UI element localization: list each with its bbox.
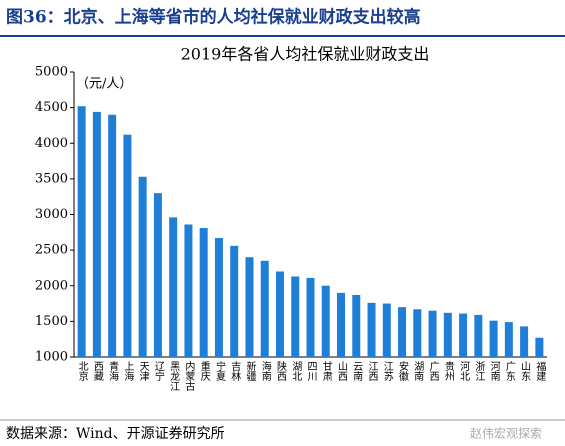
- bar: [230, 245, 239, 357]
- source: 数据来源：Wind、开源证券研究所: [6, 426, 225, 442]
- bar: [443, 312, 452, 357]
- header: 图36：北京、上海等省市的人均社保就业财政支出较高: [6, 7, 421, 28]
- x-tick-label: 湖北: [290, 361, 302, 381]
- x-tick-label: 黑龙江: [168, 361, 180, 391]
- x-tick-label: 陕西: [274, 360, 286, 381]
- chart-title: 2019年各省人均社保就业财政支出: [181, 45, 430, 64]
- bar: [275, 271, 284, 357]
- x-tick-label: 甘肃: [320, 360, 332, 382]
- y-tick-label: 1500: [35, 314, 68, 329]
- bar: [398, 307, 407, 357]
- bar: [199, 228, 208, 357]
- bar: [459, 313, 468, 357]
- bar: [92, 111, 101, 358]
- bar: [291, 276, 300, 357]
- x-tick-label: 海南: [259, 360, 271, 381]
- x-tick-label: 湖南: [412, 361, 424, 381]
- bar: [184, 224, 193, 357]
- x-tick-label: 江西: [366, 361, 378, 381]
- y-tick-label: 3000: [35, 207, 68, 222]
- bar: [504, 322, 513, 357]
- x-tick-label: 辽宁: [152, 361, 164, 381]
- bar: [489, 320, 498, 357]
- bar: [337, 292, 346, 357]
- watermark: 赵伟宏观探索: [470, 426, 542, 441]
- x-tick-label: 四川: [305, 361, 317, 381]
- x-tick-label: 宁夏: [213, 360, 225, 381]
- bar: [382, 303, 391, 357]
- unit-label: （元/人）: [76, 77, 132, 92]
- x-tick-label: 江苏: [381, 361, 393, 382]
- bar: [306, 277, 315, 357]
- x-tick-label: 内蒙古: [183, 360, 195, 392]
- x-tick-label: 上海: [122, 361, 134, 382]
- x-tick-label: 河北: [458, 361, 470, 381]
- bar: [214, 238, 223, 357]
- x-tick-label: 北京: [76, 361, 88, 382]
- bar: [352, 295, 361, 357]
- x-tick-label: 山西: [336, 361, 348, 381]
- bar: [260, 260, 269, 357]
- x-tick-label: 浙江: [473, 361, 485, 381]
- y-tick-label: 4500: [35, 100, 68, 115]
- y-tick-label: 2000: [35, 278, 68, 293]
- y-tick-label: 4000: [35, 136, 68, 151]
- y-tick-label: 2500: [35, 243, 68, 258]
- bar: [169, 217, 178, 357]
- y-tick-label: 1000: [35, 350, 68, 365]
- bar: [153, 193, 162, 357]
- x-tick-label: 吉林: [229, 361, 241, 382]
- x-tick-label: 安徽: [397, 360, 409, 382]
- bar: [138, 176, 147, 357]
- x-tick-label: 贵州: [442, 360, 454, 381]
- bar: [123, 134, 132, 357]
- x-tick-label: 天津: [137, 361, 149, 382]
- bar: [413, 309, 422, 357]
- bar: [108, 114, 117, 357]
- x-tick-label: 福建: [534, 360, 546, 381]
- bar: [77, 106, 86, 357]
- bar: [367, 302, 376, 357]
- x-tick-label: 新疆: [244, 360, 256, 382]
- y-tick-label: 3500: [35, 171, 68, 186]
- x-tick-label: 重庆: [198, 360, 210, 382]
- x-tick-label: 云南: [351, 361, 363, 381]
- bar: [321, 285, 330, 357]
- bar: [535, 337, 544, 357]
- bar: [474, 314, 483, 357]
- x-tick-label: 河南: [488, 361, 500, 381]
- bar: [428, 310, 437, 357]
- bar: [245, 257, 254, 357]
- bar: [520, 326, 529, 357]
- y-tick-label: 5000: [35, 65, 68, 80]
- x-tick-label: 青海: [107, 360, 119, 382]
- x-tick-label: 山东: [519, 361, 531, 381]
- x-tick-label: 广西: [427, 361, 439, 381]
- x-tick-label: 西藏: [91, 361, 103, 382]
- x-tick-label: 广东: [503, 361, 515, 381]
